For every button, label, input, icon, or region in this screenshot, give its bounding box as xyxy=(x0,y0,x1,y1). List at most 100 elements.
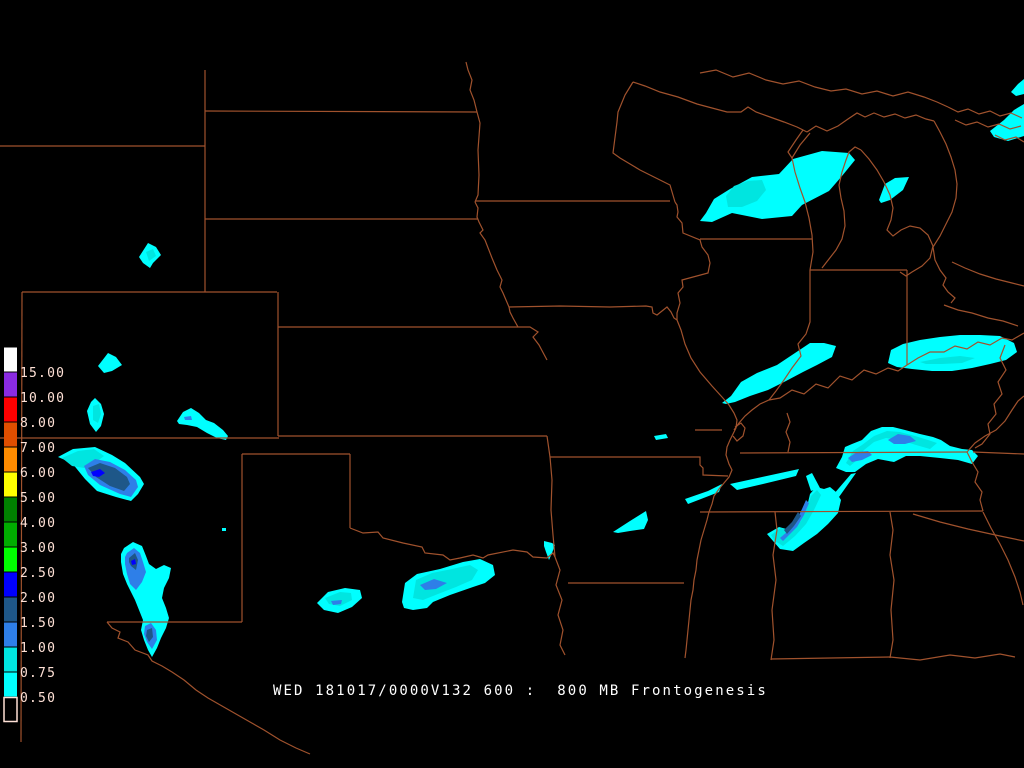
contour-michigan-blob xyxy=(879,177,909,203)
contour-nm-top-core xyxy=(131,559,136,565)
legend-label-2.00: 2.00 xyxy=(20,591,56,606)
border-tn-river xyxy=(785,412,791,453)
border-ohio-river-west xyxy=(733,364,908,431)
border-superior-north xyxy=(699,69,949,108)
border-ks-mo-river xyxy=(518,326,548,361)
legend-block-9 xyxy=(4,572,17,597)
legend-label-7.00: 7.00 xyxy=(20,441,56,456)
legend-block-11 xyxy=(4,622,17,647)
contour-kentucky-sliver-2 xyxy=(685,484,722,504)
border-mi-east-coast xyxy=(860,149,934,277)
legend-label-4.00: 4.00 xyxy=(20,516,56,531)
contour-tn-bridge xyxy=(833,473,856,497)
contour-missouri-dash xyxy=(654,434,668,440)
legend-block-4 xyxy=(4,447,17,472)
contour-colorado-north-core xyxy=(184,416,192,420)
legend-block-0 xyxy=(4,347,17,372)
legend-label-15.00: 15.00 xyxy=(20,366,65,381)
border-wi-north-shore xyxy=(632,81,808,133)
border-up-south-shore xyxy=(806,112,935,133)
border-door-peninsula xyxy=(787,129,811,160)
contour-oklahoma-east-core xyxy=(420,579,447,590)
legend-label-0.50: 0.50 xyxy=(20,691,56,706)
legend-label-1.00: 1.00 xyxy=(20,641,56,656)
border-wv-va xyxy=(974,344,1007,449)
contour-tn-s-blob-steel xyxy=(784,512,801,534)
legend-label-3.00: 3.00 xyxy=(20,541,56,556)
legend-block-14 xyxy=(3,696,18,723)
contour-texas-arkansas-wedge xyxy=(544,541,555,560)
border-tn-nc xyxy=(966,451,984,512)
legend-label-1.50: 1.50 xyxy=(20,616,56,631)
legend-block-5 xyxy=(4,472,17,497)
border-north-channel-a xyxy=(947,106,1023,119)
border-ky-va xyxy=(966,395,1024,453)
legend-label-5.00: 5.00 xyxy=(20,491,56,506)
contour-ky-tn-core-west xyxy=(848,451,872,462)
contour-kentucky-sliver-1 xyxy=(730,469,799,490)
contour-wisconsin-blob-inner xyxy=(726,180,766,207)
contour-ohio-blob-inner xyxy=(920,356,975,364)
color-scale-legend: 15.00 10.00 8.00 7.00 6.00 5.00 4.00 3.00 2.50 2.… xyxy=(3,347,65,723)
legend-block-6 xyxy=(4,497,17,522)
legend-block-8 xyxy=(4,547,17,572)
legend-label-0.75: 0.75 xyxy=(20,666,56,681)
legend-block-13 xyxy=(4,672,17,697)
border-nd-mn xyxy=(465,61,478,113)
border-north-channel-b xyxy=(954,119,1022,130)
legend-block-10 xyxy=(4,597,17,622)
legend-block-3 xyxy=(4,422,17,447)
border-north-channel-c xyxy=(994,134,1024,143)
legend-label-2.50: 2.50 xyxy=(20,566,56,581)
border-red-river xyxy=(349,527,556,561)
contour-illinois-indiana-blob xyxy=(722,343,836,404)
contour-corner-blob-small xyxy=(1011,79,1024,96)
contour-corner-blob xyxy=(990,104,1024,141)
border-sd-mn xyxy=(474,111,481,203)
border-ohio-river-east xyxy=(906,332,1024,366)
border-mn-wi xyxy=(612,81,676,203)
border-wi-east-coast xyxy=(791,157,814,271)
contour-nm-bottom-steel xyxy=(146,628,153,642)
border-va-nc xyxy=(972,451,1024,455)
contour-fills xyxy=(58,79,1024,657)
state-borders xyxy=(0,61,1024,755)
border-al-fl xyxy=(770,656,891,660)
contour-oklahoma-west-core xyxy=(331,600,342,605)
legend-block-12 xyxy=(4,647,17,672)
legend-block-1 xyxy=(4,372,17,397)
border-wabash xyxy=(768,270,811,401)
contour-colorado-blob-core xyxy=(91,469,105,477)
border-huron-west xyxy=(932,120,958,304)
contour-colorado-north-blob xyxy=(177,408,228,440)
border-co-ut-az-nm xyxy=(20,291,23,743)
border-ky-tn xyxy=(739,451,968,454)
contour-oklahoma-east-teal xyxy=(413,565,478,600)
map-title: WED 181017/0000V132 600 : 800 MB Frontog… xyxy=(273,683,768,699)
contour-montana-diamond-inner xyxy=(146,249,156,261)
border-al-ga xyxy=(889,511,895,659)
border-ok-ar xyxy=(546,435,556,558)
border-tx-la xyxy=(554,556,566,656)
legend-label-10.00: 10.00 xyxy=(20,391,65,406)
legend-block-2 xyxy=(4,397,17,422)
contour-tn-spike xyxy=(806,473,820,491)
border-ne-east-river xyxy=(474,201,519,328)
contour-mississippi-triangle xyxy=(613,511,648,533)
border-ga-sc xyxy=(982,511,1024,606)
legend-label-6.00: 6.00 xyxy=(20,466,56,481)
border-mi-west-coast xyxy=(821,146,862,269)
border-ia-mo xyxy=(508,305,678,321)
border-ga-fl xyxy=(889,653,1016,661)
contour-wyoming-diamond xyxy=(98,353,122,373)
border-ms-al xyxy=(770,511,778,661)
border-nc-sc xyxy=(912,513,1024,542)
border-bootheel-bend xyxy=(732,422,746,442)
border-mo-ar xyxy=(550,456,729,477)
border-nd-sd xyxy=(204,110,478,113)
border-tn-ms-al xyxy=(699,510,984,513)
legend-label-8.00: 8.00 xyxy=(20,416,56,431)
border-rio-grande xyxy=(106,621,311,755)
